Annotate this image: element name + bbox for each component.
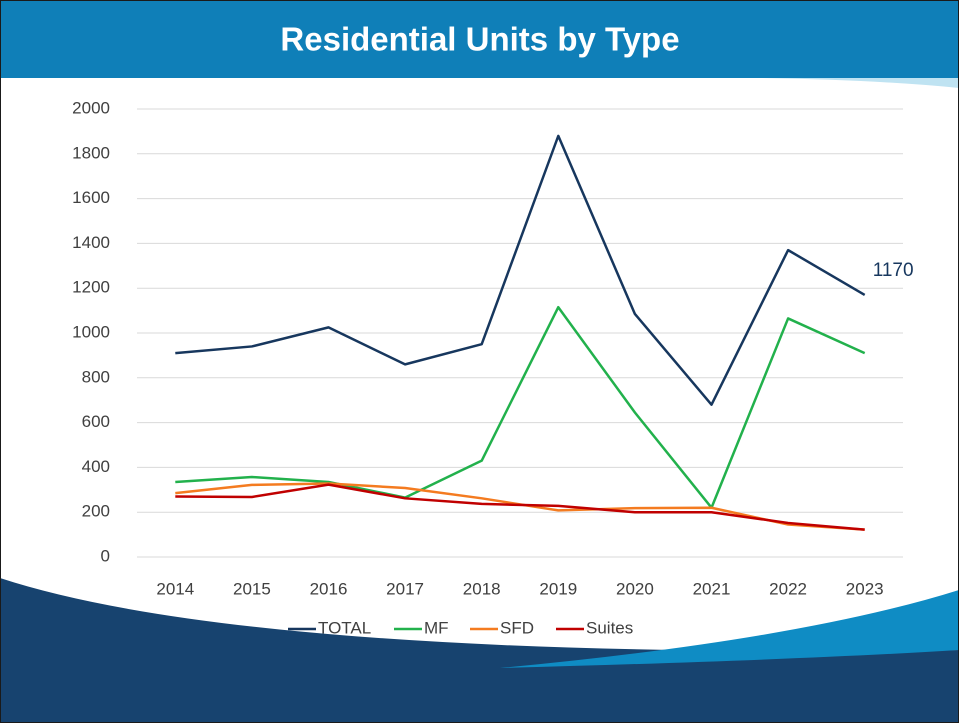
series-line [175, 305, 866, 509]
x-tick-label: 2016 [310, 579, 348, 598]
x-tick-label: 2022 [769, 579, 807, 598]
y-tick-label: 400 [82, 457, 110, 476]
plot-area: 0 200 400 600 800 1000 1200 1400 1600 1800 2000 201… [72, 98, 913, 637]
y-tick-label: 1000 [72, 322, 110, 341]
legend-label: MF [424, 618, 449, 637]
x-tick-label: 2018 [463, 579, 501, 598]
x-tick-label: 2019 [539, 579, 577, 598]
y-tick-label: 200 [82, 502, 110, 521]
y-tick-label: 800 [82, 367, 110, 386]
y-tick-label: 1400 [72, 233, 110, 252]
x-tick-label: 2023 [846, 579, 884, 598]
x-tick-label: 2020 [616, 579, 654, 598]
legend-label: SFD [500, 618, 534, 637]
header-accent [760, 78, 959, 88]
y-tick-label: 600 [82, 412, 110, 431]
legend-label: TOTAL [318, 618, 371, 637]
x-tick-label: 2014 [156, 579, 194, 598]
x-tick-label: 2015 [233, 579, 271, 598]
y-tick-label: 1600 [72, 188, 110, 207]
footer-swoosh [0, 578, 959, 723]
legend-label: Suites [586, 618, 633, 637]
footer-accent [500, 590, 959, 668]
y-tick-label: 0 [101, 546, 110, 565]
data-label: 1170 [873, 260, 914, 281]
x-tick-label: 2017 [386, 579, 424, 598]
x-tick-label: 2021 [693, 579, 731, 598]
y-tick-label: 1800 [72, 143, 110, 162]
header-band [0, 0, 959, 78]
series-line [175, 134, 866, 406]
chart-title: Residential Units by Type [280, 21, 679, 58]
series-line [175, 483, 865, 531]
y-tick-label: 2000 [72, 98, 110, 117]
y-tick-label: 1200 [72, 278, 110, 297]
